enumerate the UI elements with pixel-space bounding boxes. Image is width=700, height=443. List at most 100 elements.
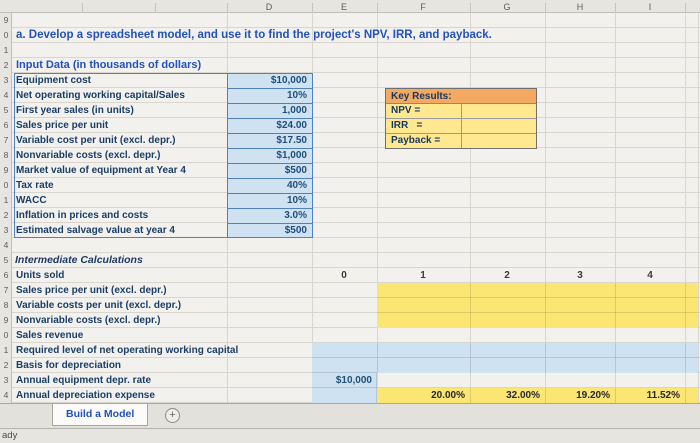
cell-divider: [470, 388, 471, 403]
cell-salvage-value[interactable]: $500: [228, 224, 312, 237]
cell-divider: [615, 343, 616, 373]
label-equipment-cost: Equipment cost: [16, 75, 92, 86]
npv-value-cell[interactable]: [462, 104, 536, 118]
label-sales-revenue: Sales revenue: [16, 330, 84, 341]
label-inflation: Inflation in prices and costs: [16, 210, 149, 221]
payback-value-cell[interactable]: [462, 134, 536, 148]
label-variable-cost: Variable cost per unit (excl. depr.): [16, 135, 176, 146]
label-variable-costs: Variable costs per unit (excl. depr.): [16, 300, 182, 311]
column-header-f[interactable]: F: [420, 2, 426, 12]
cell-sales-price[interactable]: $24.00: [228, 119, 312, 134]
cell-divider: [312, 357, 698, 358]
label-sales-price-calc: Sales price per unit (excl. depr.): [16, 285, 167, 296]
npv-label: NPV =: [386, 104, 462, 118]
year-header-3: 3: [577, 270, 583, 281]
column-divider: [377, 3, 378, 13]
depr-rate-year2[interactable]: 32.00%: [506, 390, 540, 401]
label-depr-rate: Annual equipment depr. rate: [16, 375, 152, 386]
cell-market-value[interactable]: $500: [228, 164, 312, 179]
row-header-gutter[interactable]: 9 0 1 2 3 4 5 6 7 8 9 0 1 2 3 4 5 6 7 8 …: [0, 13, 12, 403]
column-divider: [685, 3, 686, 13]
cell-tax-rate[interactable]: 40%: [228, 179, 312, 194]
column-header-i[interactable]: I: [648, 2, 652, 12]
yellow-depr-rate-range[interactable]: [377, 388, 698, 403]
column-divider: [470, 3, 471, 13]
depr-rate-year1[interactable]: 20.00%: [431, 390, 465, 401]
yellow-input-range[interactable]: [377, 283, 698, 328]
column-header-h[interactable]: H: [576, 2, 584, 12]
payback-label: Payback =: [386, 134, 462, 148]
blue-year0-range[interactable]: [312, 373, 377, 403]
label-first-year-sales: First year sales (in units): [16, 105, 134, 116]
cell-first-year-sales[interactable]: 1,000: [228, 104, 312, 119]
irr-value-cell[interactable]: [462, 119, 536, 133]
sheet-tab-build-a-model[interactable]: Build a Model: [52, 404, 149, 426]
label-salvage-value: Estimated salvage value at year 4: [16, 225, 175, 236]
gridline: [615, 13, 616, 403]
cell-divider: [685, 343, 686, 373]
cell-wacc[interactable]: 10%: [228, 194, 312, 209]
depr-rate-year3[interactable]: 19.20%: [576, 390, 610, 401]
equipment-basis-cell[interactable]: $10,000: [335, 375, 372, 386]
intermediate-calc-heading: Intermediate Calculations: [15, 254, 143, 266]
year-header-0: 0: [341, 270, 347, 281]
gridline: [545, 13, 546, 403]
column-header-g[interactable]: G: [503, 2, 511, 12]
cell-nowc-sales[interactable]: 10%: [228, 89, 312, 104]
label-depr-expense: Annual depreciation expense: [16, 390, 155, 401]
column-header-strip: D E F G H I: [0, 0, 700, 13]
input-data-box: $10,000 10% 1,000 $24.00 $17.50 $1,000 $…: [14, 73, 313, 238]
column-divider: [227, 3, 228, 13]
worksheet-grid: [0, 13, 700, 403]
label-sales-price: Sales price per unit: [16, 120, 109, 131]
year-header-1: 1: [420, 270, 426, 281]
key-results-row: NPV =: [386, 104, 536, 119]
cell-variable-cost[interactable]: $17.50: [228, 134, 312, 149]
label-market-value: Market value of equipment at Year 4: [16, 165, 186, 176]
label-required-nowc: Required level of net operating working …: [16, 345, 239, 356]
cell-divider: [545, 283, 546, 328]
cell-divider: [376, 373, 377, 403]
label-units-sold: Units sold: [16, 270, 65, 281]
column-divider: [545, 3, 546, 13]
cell-equipment-cost[interactable]: $10,000: [228, 74, 312, 89]
cell-divider: [470, 283, 471, 328]
label-wacc: WACC: [16, 195, 47, 206]
sheet-tab-bar: Build a Model +: [0, 403, 700, 428]
gridline: [685, 13, 686, 403]
page-title: a. Develop a spreadsheet model, and use …: [16, 29, 492, 41]
cell-nonvariable-cost[interactable]: $1,000: [228, 149, 312, 164]
blue-calc-range[interactable]: [312, 343, 698, 373]
label-depr-basis: Basis for depreciation: [16, 360, 122, 371]
gridline: [698, 13, 699, 403]
irr-label: IRR =: [386, 119, 462, 133]
key-results-row: IRR =: [386, 119, 536, 134]
column-header-e[interactable]: E: [340, 2, 348, 12]
cell-divider: [377, 312, 698, 313]
column-divider: [615, 3, 616, 13]
label-nowc-sales: Net operating working capital/Sales: [16, 90, 185, 101]
cell-divider: [685, 388, 686, 403]
key-results-box: Key Results: NPV = IRR = Payback =: [385, 88, 537, 149]
column-divider: [312, 3, 313, 13]
year-header-2: 2: [504, 270, 510, 281]
input-value-column: $10,000 10% 1,000 $24.00 $17.50 $1,000 $…: [227, 74, 312, 237]
cell-inflation[interactable]: 3.0%: [228, 209, 312, 224]
column-header-d[interactable]: D: [265, 2, 273, 12]
cell-divider: [377, 343, 378, 373]
cell-divider: [377, 297, 698, 298]
cell-divider: [545, 388, 546, 403]
status-text: ady: [2, 430, 18, 441]
key-results-heading: Key Results:: [386, 89, 536, 104]
column-divider: [155, 3, 156, 13]
new-sheet-button[interactable]: +: [165, 408, 180, 423]
cell-divider: [545, 343, 546, 373]
depr-rate-year4[interactable]: 11.52%: [646, 390, 680, 401]
cell-divider: [470, 343, 471, 373]
row-numbers: 9 0 1 2 3 4 5 6 7 8 9 0 1 2 3 4 5 6 7 8 …: [3, 15, 9, 400]
gridline: [377, 13, 378, 403]
label-nonvariable-costs: Nonvariable costs (excl. depr.): [16, 315, 161, 326]
key-results-row: Payback =: [386, 134, 536, 148]
label-nonvariable-cost: Nonvariable costs (excl. depr.): [16, 150, 161, 161]
